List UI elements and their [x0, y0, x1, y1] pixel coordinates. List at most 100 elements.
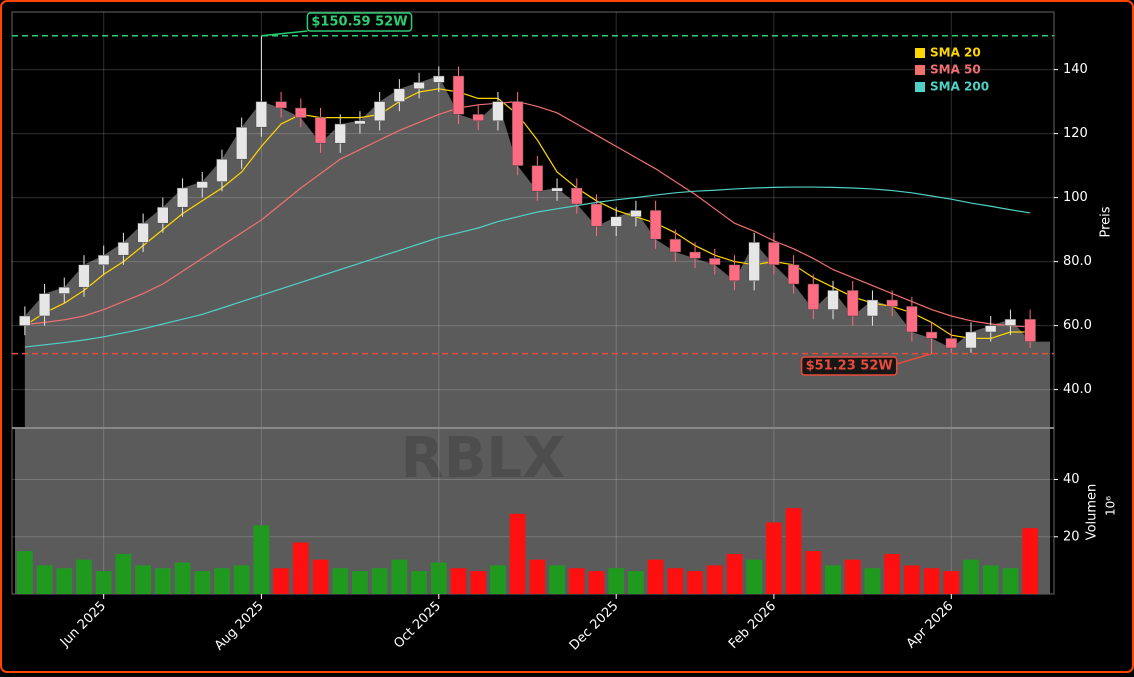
volume-bar [391, 559, 408, 594]
volume-bar [884, 553, 901, 594]
y-tick-label: 80.0 [1063, 254, 1092, 269]
candle-body [98, 254, 110, 266]
y-tick-label: 140 [1063, 62, 1088, 77]
candle-body [827, 290, 839, 310]
volume-bar [529, 559, 546, 594]
candle-body [807, 283, 819, 310]
volume-bar [766, 522, 782, 594]
price-area [24, 76, 1051, 428]
annotation-box [800, 356, 898, 376]
candle-body [492, 101, 504, 122]
volume-bar [706, 565, 723, 594]
y-axis-label: Volumen [1085, 484, 1100, 541]
candle-body [787, 264, 800, 285]
candle-body [334, 123, 346, 144]
candle-body [157, 206, 169, 224]
candle-body [649, 210, 662, 240]
candle-body [433, 75, 445, 83]
y-tick-label: 120 [1063, 126, 1088, 141]
candle-body [945, 338, 957, 349]
candle-body [768, 242, 780, 266]
volume-bar [371, 568, 388, 594]
volume-bar [352, 571, 368, 594]
volume-bar [332, 568, 349, 594]
candle-body [669, 238, 682, 253]
symbol-watermark: RBLX [401, 426, 566, 491]
candle-body [373, 101, 386, 122]
volume-bar [95, 571, 112, 594]
candle-body [137, 222, 149, 243]
candle-body [472, 114, 484, 122]
volume-bar [194, 571, 211, 594]
candle-body [236, 126, 248, 160]
candle-body [847, 290, 859, 317]
candle-body [886, 299, 898, 307]
volume-bar [16, 551, 33, 594]
y-tick-label: 20 [1063, 529, 1080, 544]
legend-swatch [915, 65, 925, 75]
annotation-box [306, 12, 413, 32]
volume-bar [253, 525, 270, 594]
volume-bar [509, 513, 526, 594]
volume-bar [174, 562, 191, 594]
volume-bar [963, 559, 979, 594]
legend-swatch [915, 82, 925, 92]
candle-body [590, 203, 603, 227]
candle-body [196, 181, 208, 189]
volume-bar [923, 568, 940, 594]
volume-bar [273, 568, 289, 594]
legend-label: SMA 50 [930, 63, 981, 77]
legend-label: SMA 20 [930, 46, 981, 60]
volume-bar [943, 571, 960, 594]
candle-body [295, 107, 307, 118]
volume-bar [292, 542, 309, 594]
y-tick-label: 60.0 [1063, 318, 1092, 333]
candle-body [38, 293, 51, 317]
volume-bar [233, 565, 250, 594]
volume-bar [36, 565, 53, 594]
sma-line [24, 100, 1031, 328]
volume-bar [135, 565, 152, 594]
volume-bar [430, 562, 447, 594]
candle-body [630, 210, 642, 218]
volume-bar [312, 559, 329, 594]
y-tick-label: 100 [1063, 190, 1088, 205]
volume-bar [115, 553, 132, 594]
volume-bar [667, 568, 684, 594]
candle-body [255, 101, 268, 128]
volume-bar [490, 565, 506, 594]
annotation-arrow [261, 30, 308, 37]
candle-body [610, 216, 622, 227]
annotation-label: $150.59 52W [311, 15, 407, 30]
volume-bar [608, 568, 625, 594]
y-axis-label: Preis [1099, 206, 1114, 237]
candle-body [58, 286, 70, 294]
volume-bar [214, 568, 230, 594]
candle-body [965, 331, 977, 349]
candle-body [906, 306, 918, 333]
candle-body [689, 251, 701, 259]
candle-body [511, 101, 524, 166]
candle-body [728, 264, 741, 282]
candle-body [393, 88, 406, 102]
volume-bar [470, 571, 487, 594]
candle-body [1024, 318, 1036, 342]
volume-bar [549, 565, 565, 594]
sma-line [24, 186, 1031, 348]
candle-body [275, 101, 287, 109]
candle-body [748, 242, 760, 282]
candle-body [531, 165, 544, 192]
volume-bar [1022, 528, 1039, 594]
candle-body [452, 75, 465, 115]
candle-body [413, 82, 425, 90]
sma-line [24, 88, 1031, 339]
volume-bar [56, 568, 73, 594]
candle-body [78, 264, 90, 288]
y-tick-label: 40 [1063, 472, 1080, 487]
candle-body [551, 187, 563, 192]
legend-swatch [915, 48, 925, 58]
volume-bar [568, 568, 585, 594]
candle-body [19, 315, 31, 326]
